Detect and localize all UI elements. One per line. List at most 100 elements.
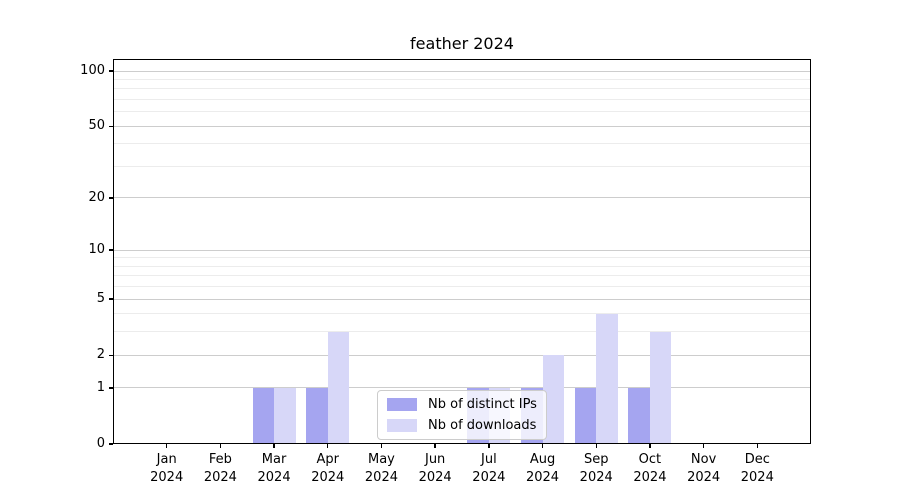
x-tick-mark-sep <box>595 444 597 448</box>
legend-label-downloads: Nb of downloads <box>428 418 537 433</box>
x-tick-mark-oct <box>649 444 651 448</box>
x-tick-year: 2024 <box>311 470 345 485</box>
gridline-minor-40 <box>113 143 811 145</box>
x-tick-year: 2024 <box>633 470 667 485</box>
bar-downloads-aug <box>542 355 565 444</box>
x-tick-year: 2024 <box>203 470 237 485</box>
gridline-minor-90 <box>113 78 811 80</box>
gridline-minor-9 <box>113 257 811 259</box>
x-tick-label-apr: Apr 2024 <box>300 451 356 487</box>
bar-downloads-mar <box>274 387 296 444</box>
y-tick-label-100: 100 <box>80 63 105 78</box>
gridline-major-100 <box>113 70 811 72</box>
y-tick-label-5: 5 <box>96 291 105 307</box>
x-tick-year: 2024 <box>418 470 452 485</box>
x-tick-year: 2024 <box>257 470 291 485</box>
gridline-minor-60 <box>113 111 811 113</box>
x-tick-label-may: May 2024 <box>353 451 409 487</box>
x-tick-label-sep: Sep 2024 <box>568 451 624 487</box>
gridline-major-1 <box>113 387 811 389</box>
y-tick-label-0: 0 <box>96 436 105 451</box>
bar-distinct-ips-oct <box>628 387 650 444</box>
x-tick-label-feb: Feb 2024 <box>192 451 248 487</box>
gridline-major-50 <box>113 125 811 127</box>
x-tick-month: Feb <box>208 452 232 467</box>
y-tick-mark-5 <box>108 298 113 300</box>
y-tick-mark-10 <box>108 249 113 251</box>
bar-distinct-ips-apr <box>306 387 328 444</box>
gridline-minor-30 <box>113 165 811 167</box>
gridline-minor-8 <box>113 265 811 267</box>
y-tick-label-1: 1 <box>96 379 105 395</box>
legend-item-distinct-ips: Nb of distinct IPs <box>387 397 537 412</box>
x-tick-year: 2024 <box>579 470 613 485</box>
x-tick-month: Jan <box>156 452 177 467</box>
bar-downloads-apr <box>327 331 350 444</box>
y-tick-label-20: 20 <box>88 189 105 205</box>
x-tick-year: 2024 <box>525 470 560 485</box>
x-tick-year: 2024 <box>472 470 506 485</box>
x-tick-mark-aug <box>541 444 544 448</box>
x-tick-month: Aug <box>529 452 556 467</box>
x-tick-label-oct: Oct 2024 <box>622 451 678 487</box>
y-tick-mark-2 <box>108 354 113 356</box>
y-tick-mark-1 <box>108 387 113 389</box>
gridline-major-2 <box>113 354 811 356</box>
x-tick-month: May <box>368 452 395 467</box>
x-tick-year: 2024 <box>740 470 774 485</box>
x-tick-month: Mar <box>261 452 287 467</box>
x-tick-mark-may <box>380 444 383 448</box>
y-tick-mark-20 <box>108 197 113 199</box>
x-tick-month: Nov <box>690 452 717 467</box>
gridline-minor-70 <box>113 98 811 100</box>
y-tick-mark-50 <box>108 125 113 127</box>
plot-frame <box>113 59 811 444</box>
y-tick-mark-100 <box>108 70 113 72</box>
x-tick-year: 2024 <box>687 470 721 485</box>
bar-downloads-sep <box>596 313 618 444</box>
x-tick-label-mar: Mar 2024 <box>246 451 302 487</box>
x-tick-mark-jan <box>165 444 168 448</box>
gridline-major-5 <box>113 298 811 300</box>
legend-swatch-downloads <box>387 419 417 432</box>
x-tick-month: Jun <box>424 452 446 467</box>
bar-downloads-oct <box>649 331 672 444</box>
legend-label-distinct-ips: Nb of distinct IPs <box>428 397 537 412</box>
x-tick-label-aug: Aug 2024 <box>515 451 571 487</box>
legend-swatch-distinct-ips <box>387 398 417 411</box>
x-tick-label-dec: Dec 2024 <box>729 451 785 487</box>
bar-distinct-ips-mar <box>252 387 275 444</box>
x-tick-month: Jul <box>481 452 497 467</box>
y-tick-mark-0 <box>108 443 113 445</box>
x-tick-mark-feb <box>219 444 222 448</box>
legend-item-downloads: Nb of downloads <box>387 418 537 433</box>
x-tick-month: Apr <box>316 452 340 467</box>
x-tick-mark-mar <box>273 444 275 448</box>
x-tick-year: 2024 <box>364 470 398 485</box>
x-tick-mark-jul <box>488 444 490 448</box>
chart-title: feather 2024 <box>410 34 514 53</box>
gridline-minor-6 <box>113 286 811 288</box>
y-tick-label-2: 2 <box>96 347 105 363</box>
bar-distinct-ips-sep <box>574 387 597 444</box>
x-tick-label-jul: Jul 2024 <box>461 451 517 487</box>
legend: Nb of distinct IPs Nb of downloads <box>377 390 547 440</box>
x-tick-year: 2024 <box>150 470 184 485</box>
x-tick-label-jan: Jan 2024 <box>139 451 195 487</box>
x-tick-label-nov: Nov 2024 <box>676 451 732 487</box>
x-tick-mark-apr <box>327 444 329 448</box>
gridline-major-20 <box>113 197 811 199</box>
x-tick-mark-dec <box>756 444 758 448</box>
x-tick-month: Dec <box>744 452 770 467</box>
gridline-minor-4 <box>113 313 811 315</box>
gridline-minor-80 <box>113 88 811 90</box>
x-tick-label-jun: Jun 2024 <box>407 451 463 487</box>
gridline-major-10 <box>113 249 811 251</box>
y-tick-label-10: 10 <box>88 242 105 258</box>
x-tick-mark-jun <box>434 444 436 448</box>
x-tick-month: Sep <box>583 452 609 467</box>
x-tick-mark-nov <box>702 444 705 448</box>
gridline-minor-3 <box>113 331 811 333</box>
x-tick-month: Oct <box>638 452 662 467</box>
